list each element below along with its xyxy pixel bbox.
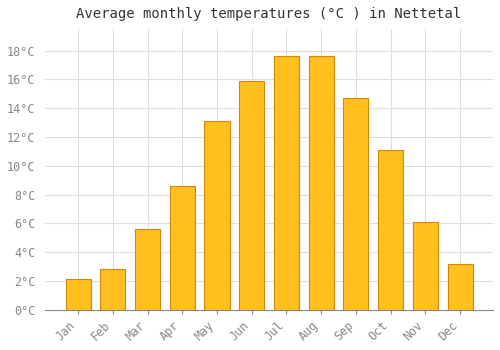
Bar <box>66 280 90 310</box>
Bar <box>308 56 334 310</box>
Bar <box>100 270 126 310</box>
Bar <box>448 264 472 310</box>
Bar <box>413 222 438 310</box>
Bar <box>204 121 230 310</box>
Bar <box>135 229 160 310</box>
Bar <box>344 98 368 310</box>
Bar <box>239 81 264 310</box>
Bar <box>170 186 195 310</box>
Bar <box>378 150 403 310</box>
Title: Average monthly temperatures (°C ) in Nettetal: Average monthly temperatures (°C ) in Ne… <box>76 7 462 21</box>
Bar <box>274 56 299 310</box>
